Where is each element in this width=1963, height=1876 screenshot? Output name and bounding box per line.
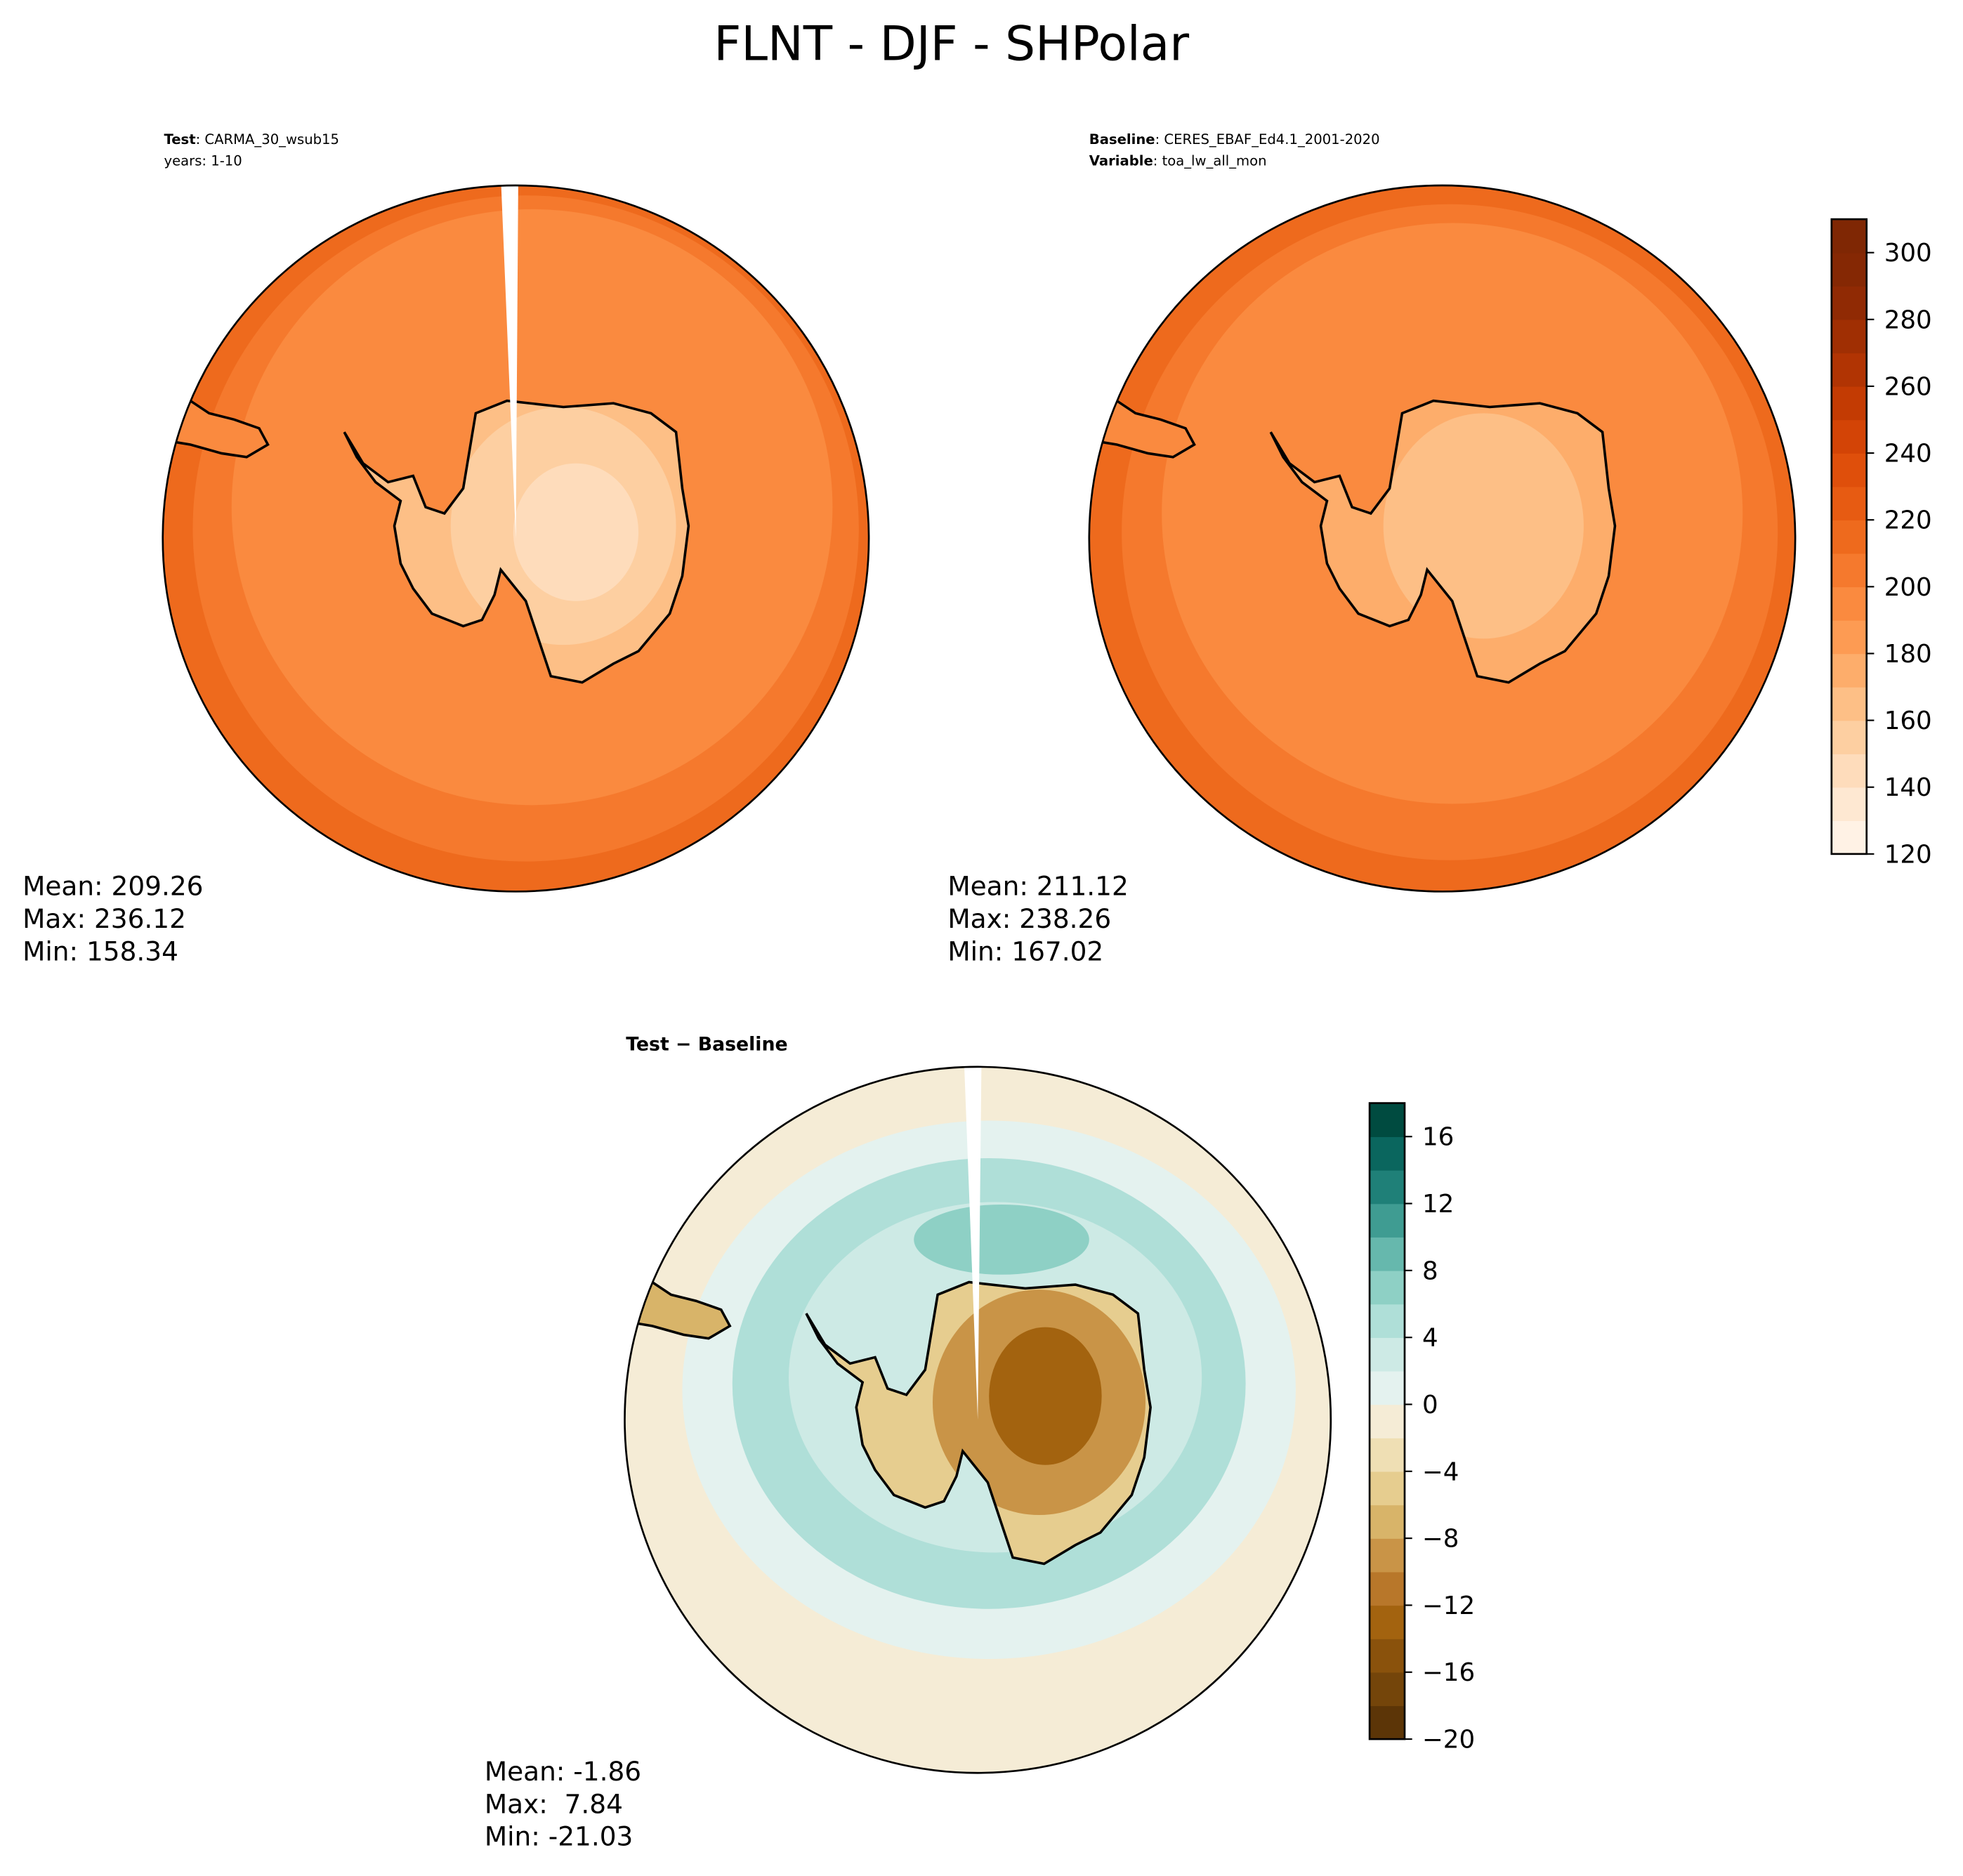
colorbar-tick-label: 4 xyxy=(1422,1324,1438,1353)
stat-text: Mean: 211.12 xyxy=(947,871,1128,902)
stat-text: Max: 238.26 xyxy=(947,903,1111,934)
colorbar-segment xyxy=(1831,286,1867,320)
colorbar-segment xyxy=(1370,1304,1405,1338)
colorbar-tick-label: −16 xyxy=(1422,1658,1475,1687)
colorbar-tick-label: −20 xyxy=(1422,1726,1475,1754)
colorbar-segment xyxy=(1370,1504,1405,1539)
figure-title: FLNT - DJF - SHPolar xyxy=(714,16,1189,72)
colorbar-tick-label: 120 xyxy=(1884,840,1932,869)
colorbar-tick-label: 240 xyxy=(1884,440,1932,468)
colorbar-tick-label: 200 xyxy=(1884,573,1932,602)
stat-text: Max: 236.12 xyxy=(22,903,186,934)
colorbar-segment xyxy=(1831,553,1867,588)
header-text: : CARMA_30_wsub15 xyxy=(196,131,339,147)
panel-header: Baseline: CERES_EBAF_Ed4.1_2001-2020 xyxy=(1089,131,1380,147)
colorbar-segment xyxy=(1831,319,1867,354)
map-difference xyxy=(624,1065,1332,1774)
colorbar-segment xyxy=(1831,653,1867,688)
colorbar-segment xyxy=(1831,252,1867,287)
stat-text: Mean: 209.26 xyxy=(22,871,203,902)
map-test xyxy=(162,184,870,893)
stat-text: Min: 167.02 xyxy=(947,936,1103,966)
colorbar-segment xyxy=(1370,1639,1405,1673)
colorbar-frame xyxy=(1368,1102,1406,1740)
header-name: Baseline xyxy=(1089,131,1155,147)
colorbar-segment xyxy=(1370,1237,1405,1271)
colorbar-segment xyxy=(1370,1538,1405,1573)
stat-text: Min: -21.03 xyxy=(485,1821,633,1852)
colorbar-segment xyxy=(1831,486,1867,520)
colorbar-segment xyxy=(1370,1471,1405,1506)
colorbar-tick-label: −4 xyxy=(1422,1457,1459,1486)
colorbar-segment xyxy=(1831,586,1867,621)
colorbar-segment xyxy=(1370,1337,1405,1372)
colorbar-segment xyxy=(1831,820,1867,855)
map-baseline xyxy=(1088,184,1797,893)
colorbar-segment xyxy=(1831,353,1867,387)
panel-header: Test − Baseline xyxy=(626,1034,787,1056)
colorbar-segment xyxy=(1370,1672,1405,1707)
colorbar-segment xyxy=(1831,720,1867,754)
colorbar-frame xyxy=(1830,218,1868,855)
colorbar-tick-label: 0 xyxy=(1422,1391,1438,1419)
colorbar-segment xyxy=(1370,1438,1405,1472)
header-name: Variable xyxy=(1089,153,1153,169)
colorbar-tick-label: 220 xyxy=(1884,506,1932,535)
colorbar-segment xyxy=(1831,386,1867,421)
colorbar-segment xyxy=(1831,453,1867,487)
header-text: years: 1-10 xyxy=(164,153,242,169)
colorbar-segment xyxy=(1370,1136,1405,1171)
colorbar-segment xyxy=(1370,1404,1405,1438)
stat-text: Min: 158.34 xyxy=(22,936,178,966)
panel-header: Variable: toa_lw_all_mon xyxy=(1089,153,1267,169)
panel-header: Test: CARMA_30_wsub15 xyxy=(164,131,339,147)
colorbar-segment xyxy=(1831,219,1867,254)
colorbar-segment xyxy=(1370,1571,1405,1606)
stat-text: Max: 7.84 xyxy=(485,1788,623,1819)
colorbar-segment xyxy=(1831,754,1867,788)
colorbar-tick-label: 140 xyxy=(1884,773,1932,802)
colorbar-tick-label: 260 xyxy=(1884,372,1932,401)
header-text: : toa_lw_all_mon xyxy=(1153,153,1267,169)
colorbar-segment xyxy=(1370,1169,1405,1205)
colorbar-segment xyxy=(1370,1103,1405,1137)
panel-header: years: 1-10 xyxy=(164,153,242,169)
colorbar-tick-label: 8 xyxy=(1422,1257,1438,1285)
colorbar-segment xyxy=(1370,1705,1405,1740)
colorbar-tick-label: 160 xyxy=(1884,707,1932,735)
colorbar-segment xyxy=(1370,1203,1405,1238)
colorbar-tick-label: 16 xyxy=(1422,1123,1454,1152)
header-name: Test − Baseline xyxy=(626,1034,787,1056)
colorbar-tick-label: 12 xyxy=(1422,1190,1454,1219)
colorbar-tick-label: 280 xyxy=(1884,306,1932,334)
header-name: Test xyxy=(164,131,196,147)
colorbar-tick-label: −8 xyxy=(1422,1525,1459,1554)
colorbar-segment xyxy=(1831,687,1867,721)
colorbar-segment xyxy=(1370,1270,1405,1305)
colorbar-segment xyxy=(1370,1605,1405,1639)
colorbar-segment xyxy=(1831,520,1867,554)
colorbar-tick-label: −12 xyxy=(1422,1592,1475,1620)
colorbar-segment xyxy=(1831,419,1867,454)
colorbar-segment xyxy=(1370,1370,1405,1405)
stat-text: Mean: -1.86 xyxy=(485,1756,641,1787)
header-text: : CERES_EBAF_Ed4.1_2001-2020 xyxy=(1155,131,1380,147)
colorbar-tick-label: 180 xyxy=(1884,640,1932,669)
colorbar-segment xyxy=(1831,787,1867,822)
colorbar-segment xyxy=(1831,619,1867,655)
colorbar-tick-label: 300 xyxy=(1884,239,1932,268)
